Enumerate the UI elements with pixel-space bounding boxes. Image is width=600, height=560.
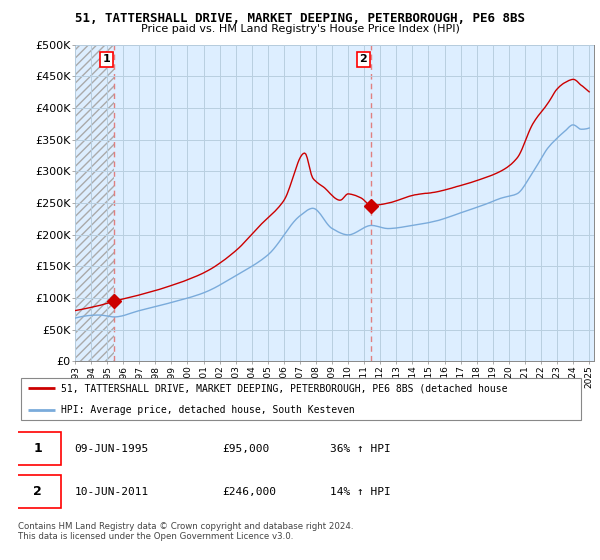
Text: 51, TATTERSHALL DRIVE, MARKET DEEPING, PETERBOROUGH, PE6 8BS: 51, TATTERSHALL DRIVE, MARKET DEEPING, P… [75, 12, 525, 25]
Text: 36% ↑ HPI: 36% ↑ HPI [330, 444, 391, 454]
Text: £95,000: £95,000 [222, 444, 269, 454]
Text: Price paid vs. HM Land Registry's House Price Index (HPI): Price paid vs. HM Land Registry's House … [140, 24, 460, 34]
Text: 1: 1 [34, 442, 42, 455]
Text: HPI: Average price, detached house, South Kesteven: HPI: Average price, detached house, Sout… [61, 405, 354, 415]
Text: 2: 2 [34, 486, 42, 498]
Text: Contains HM Land Registry data © Crown copyright and database right 2024.
This d: Contains HM Land Registry data © Crown c… [18, 522, 353, 542]
Text: 2: 2 [359, 54, 367, 64]
Text: 14% ↑ HPI: 14% ↑ HPI [330, 487, 391, 497]
Text: £246,000: £246,000 [222, 487, 276, 497]
FancyBboxPatch shape [21, 377, 581, 421]
Text: 09-JUN-1995: 09-JUN-1995 [75, 444, 149, 454]
Text: 10-JUN-2011: 10-JUN-2011 [75, 487, 149, 497]
Bar [75, 45, 114, 361]
FancyBboxPatch shape [15, 475, 61, 508]
Text: 51, TATTERSHALL DRIVE, MARKET DEEPING, PETERBOROUGH, PE6 8BS (detached house: 51, TATTERSHALL DRIVE, MARKET DEEPING, P… [61, 383, 507, 393]
FancyBboxPatch shape [15, 432, 61, 465]
Text: 1: 1 [102, 54, 110, 64]
